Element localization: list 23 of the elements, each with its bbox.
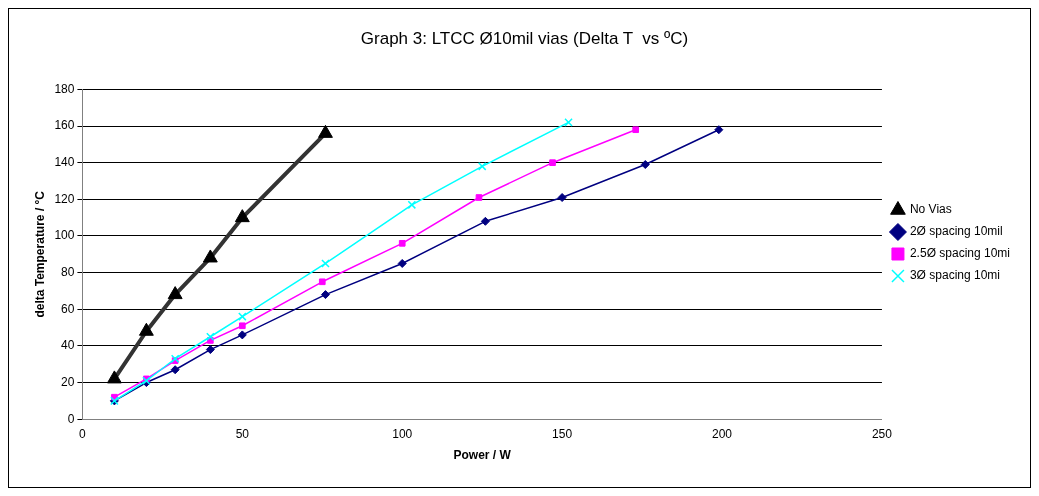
legend-label: No Vias	[909, 202, 952, 217]
y-tick-label: 0	[67, 411, 75, 426]
x-tick-label: 100	[392, 426, 413, 441]
legend-label: 2.5Ø spacing 10mi	[909, 246, 1011, 261]
y-tick-label: 80	[61, 264, 75, 279]
y-tick-label: 180	[54, 81, 75, 96]
x-tick-label: 200	[712, 426, 733, 441]
legend-label: 2Ø spacing 10mil	[909, 224, 1003, 239]
chart-title: Graph 3: LTCC Ø10mil vias (Delta T vs ºC)	[360, 28, 689, 48]
y-tick-label: 20	[61, 374, 75, 389]
y-tick-label: 140	[54, 155, 75, 169]
x-tick-label: 50	[235, 426, 250, 441]
y-tick-label: 160	[54, 118, 75, 133]
y-tick-label: 60	[61, 301, 75, 316]
y-tick-label: 40	[61, 338, 75, 353]
y-tick-label: 120	[54, 191, 75, 206]
x-axis-title: Power / W	[453, 448, 512, 463]
legend-label: 3Ø spacing 10mi	[909, 268, 1000, 283]
x-tick-label: 150	[552, 426, 573, 441]
x-tick-label: 0	[79, 426, 87, 441]
y-tick-label: 100	[54, 228, 75, 243]
y-axis-title: delta Temperature / °C	[32, 190, 47, 318]
x-tick-label: 250	[871, 426, 893, 441]
